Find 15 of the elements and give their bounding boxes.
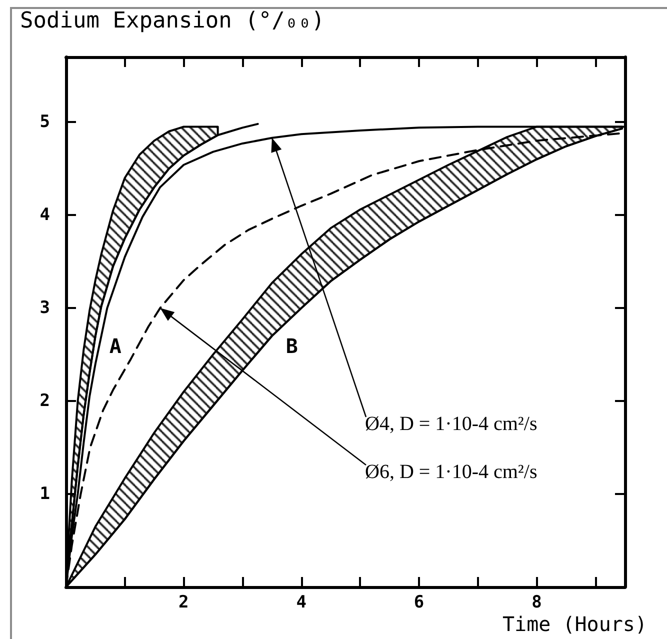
annotation: Ø4, D = 1·10-4 cm²/s [365, 413, 538, 435]
y-tick-label: 1 [40, 484, 50, 504]
x-tick-label: 8 [532, 592, 542, 612]
y-tick-label: 5 [40, 112, 50, 132]
x-tick-label: 4 [296, 592, 306, 612]
x-axis-title: Time (Hours) [502, 612, 648, 636]
y-axis-title: Sodium Expansion (°/₀₀) [20, 8, 325, 34]
series-label: B [286, 334, 298, 358]
x-tick-label: 2 [178, 592, 189, 612]
series-label: A [109, 334, 122, 358]
y-tick-label: 2 [40, 391, 50, 412]
annotation: Ø6, D = 1·10-4 cm²/s [365, 461, 538, 483]
y-tick-label: 3 [40, 298, 50, 318]
y-tick-label: 4 [40, 205, 50, 226]
x-tick-label: 6 [414, 592, 424, 612]
